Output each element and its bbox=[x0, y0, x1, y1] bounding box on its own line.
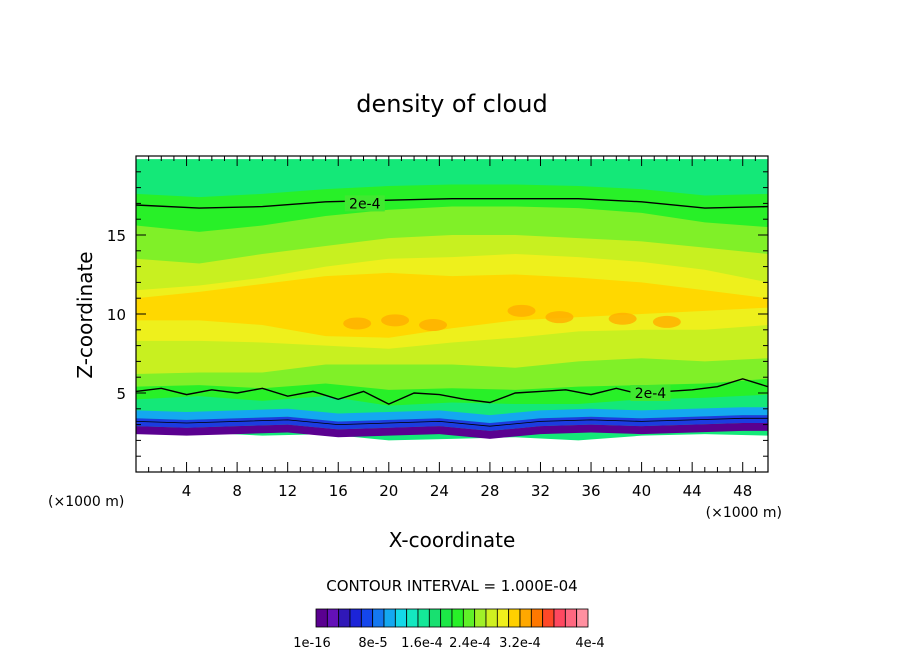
contour-upper-2e-4 bbox=[136, 198, 768, 209]
x-tick-label: 8 bbox=[232, 482, 242, 500]
colorbar-swatch bbox=[564, 608, 578, 628]
contour-label-0: 2e-4 bbox=[349, 196, 381, 212]
colorbar-swatch bbox=[440, 608, 453, 628]
colorbar-swatch bbox=[542, 608, 555, 628]
x-tick-label: 12 bbox=[278, 482, 297, 500]
y-axis-label: Z-coordinate bbox=[73, 251, 97, 378]
colorbar-swatch bbox=[519, 608, 532, 628]
contour-labels: 2e-4 2e-4 bbox=[344, 195, 671, 402]
maximum-patch-1 bbox=[381, 314, 410, 327]
x-unit-label-left: (×1000 m) bbox=[48, 494, 124, 510]
x-tick-label: 32 bbox=[531, 482, 550, 500]
x-tick-label: 44 bbox=[683, 482, 702, 500]
x-tick-label: 28 bbox=[480, 482, 499, 500]
colorbar-label: 8e-5 bbox=[358, 636, 387, 651]
y-tick-label: 5 bbox=[116, 385, 126, 403]
contour-label-bg-1 bbox=[630, 385, 671, 401]
colorbar-label: 3.2e-4 bbox=[499, 636, 541, 651]
maximum-patch-5 bbox=[608, 312, 637, 325]
colorbar-swatch bbox=[349, 608, 362, 628]
colorbar-swatch bbox=[576, 608, 589, 628]
colorbar-labels: 1e-16 8e-5 1.6e-4 2.4e-4 3.2e-4 4e-4 bbox=[293, 636, 604, 651]
x-tick-label: 4 bbox=[182, 482, 192, 500]
cloud-density-field bbox=[136, 156, 768, 472]
colorbar-swatch bbox=[530, 608, 544, 628]
y-tick-label: 10 bbox=[107, 306, 126, 324]
colorbar-swatch bbox=[508, 608, 521, 628]
contour-label-bg-0 bbox=[344, 195, 385, 212]
x-axis-label: X-coordinate bbox=[389, 528, 516, 552]
colorbar-swatch bbox=[462, 608, 476, 628]
y-tick-label: 15 bbox=[107, 227, 126, 245]
x-tick-label: 40 bbox=[632, 482, 651, 500]
density-layer-5 bbox=[136, 272, 768, 338]
x-tick-label: 16 bbox=[329, 482, 348, 500]
cloud-base-band-2 bbox=[136, 423, 768, 439]
colorbar-swatch bbox=[474, 608, 487, 628]
colorbar-swatch bbox=[338, 608, 351, 628]
x-tick-label: 48 bbox=[733, 482, 752, 500]
colorbar-swatch bbox=[553, 608, 566, 628]
chart-title: density of cloud bbox=[356, 90, 547, 118]
maximum-patch-0 bbox=[343, 317, 372, 330]
colorbar-swatch bbox=[326, 608, 340, 628]
x-tick-label: 36 bbox=[581, 482, 600, 500]
colorbar-swatch bbox=[394, 608, 408, 628]
colorbar-label: 1.6e-4 bbox=[401, 636, 443, 651]
colorbar bbox=[315, 608, 589, 628]
contour-interval-text: CONTOUR INTERVAL = 1.000E-04 bbox=[326, 577, 577, 595]
colorbar-swatch bbox=[496, 608, 510, 628]
colorbar-swatch bbox=[315, 608, 328, 628]
colorbar-label: 1e-16 bbox=[293, 636, 331, 651]
contour-label-1: 2e-4 bbox=[635, 386, 667, 402]
colorbar-swatch bbox=[428, 608, 442, 628]
x-unit-label-right: (×1000 m) bbox=[706, 505, 782, 521]
colorbar-label: 2.4e-4 bbox=[449, 636, 491, 651]
colorbar-swatch bbox=[383, 608, 396, 628]
maximum-patch-4 bbox=[545, 311, 574, 324]
cloud-base-band-1 bbox=[136, 415, 768, 431]
colorbar-swatch bbox=[360, 608, 374, 628]
colorbar-swatch bbox=[485, 608, 498, 628]
colorbar-label: 4e-4 bbox=[575, 636, 604, 651]
colorbar-swatch bbox=[406, 608, 419, 628]
cloud-base-band-0 bbox=[136, 407, 768, 424]
maximum-patch-6 bbox=[652, 315, 681, 328]
x-tick-label: 24 bbox=[430, 482, 449, 500]
maximum-patch-2 bbox=[419, 319, 448, 332]
contour-base-contour bbox=[136, 417, 768, 427]
x-tick-label: 20 bbox=[379, 482, 398, 500]
colorbar-swatch bbox=[417, 608, 430, 628]
colorbar-swatch bbox=[372, 608, 385, 628]
colorbar-swatch bbox=[451, 608, 464, 628]
maximum-patch-3 bbox=[507, 304, 536, 317]
